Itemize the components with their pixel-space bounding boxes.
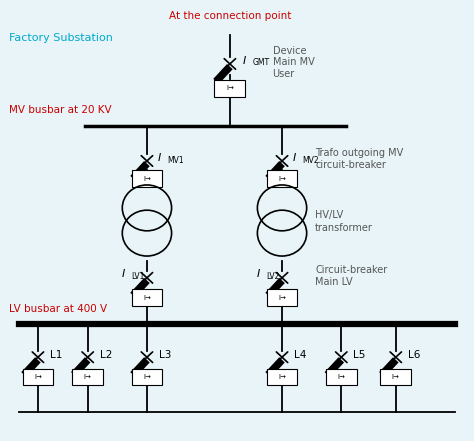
Text: $I$: $I$	[256, 267, 261, 280]
Text: $I$: $I$	[242, 53, 247, 66]
Text: I→: I→	[226, 85, 234, 91]
Text: LV1: LV1	[131, 273, 145, 281]
Text: Main LV: Main LV	[315, 277, 353, 287]
Text: L5: L5	[353, 350, 365, 360]
Text: transformer: transformer	[315, 223, 373, 232]
Text: I→: I→	[143, 295, 151, 301]
Text: I→: I→	[392, 374, 400, 380]
FancyBboxPatch shape	[214, 80, 246, 97]
Text: Device: Device	[273, 46, 306, 56]
FancyBboxPatch shape	[266, 369, 298, 385]
FancyBboxPatch shape	[266, 289, 298, 306]
Text: I→: I→	[143, 374, 151, 380]
Text: At the connection point: At the connection point	[169, 11, 291, 21]
Text: LV busbar at 400 V: LV busbar at 400 V	[9, 304, 108, 314]
Text: L2: L2	[100, 350, 112, 360]
Text: $I$: $I$	[157, 150, 163, 163]
Text: I→: I→	[143, 176, 151, 182]
Text: $I$: $I$	[292, 150, 298, 163]
FancyBboxPatch shape	[131, 170, 162, 187]
Text: I→: I→	[337, 374, 345, 380]
Text: Main MV: Main MV	[273, 57, 314, 67]
Text: I→: I→	[278, 295, 286, 301]
Text: circuit-breaker: circuit-breaker	[315, 161, 386, 170]
Text: GMT: GMT	[253, 58, 270, 67]
Text: Circuit-breaker: Circuit-breaker	[315, 265, 387, 275]
Text: Trafo outgoing MV: Trafo outgoing MV	[315, 148, 403, 158]
Text: L3: L3	[159, 350, 171, 360]
FancyBboxPatch shape	[380, 369, 411, 385]
Text: I→: I→	[84, 374, 91, 380]
Text: Factory Substation: Factory Substation	[9, 33, 113, 43]
Text: L6: L6	[408, 350, 420, 360]
FancyBboxPatch shape	[131, 369, 162, 385]
Text: LV2: LV2	[266, 273, 280, 281]
FancyBboxPatch shape	[72, 369, 103, 385]
Text: I→: I→	[34, 374, 42, 380]
Text: I→: I→	[278, 374, 286, 380]
FancyBboxPatch shape	[266, 170, 298, 187]
FancyBboxPatch shape	[23, 369, 53, 385]
Text: L4: L4	[294, 350, 306, 360]
Text: MV2: MV2	[302, 156, 319, 164]
Text: L1: L1	[50, 350, 62, 360]
Text: HV/LV: HV/LV	[315, 210, 344, 220]
Text: MV busbar at 20 KV: MV busbar at 20 KV	[9, 105, 112, 115]
Text: User: User	[273, 69, 295, 79]
FancyBboxPatch shape	[326, 369, 356, 385]
Text: MV1: MV1	[167, 156, 183, 164]
FancyBboxPatch shape	[131, 289, 162, 306]
Text: I→: I→	[278, 176, 286, 182]
Text: $I$: $I$	[121, 267, 126, 280]
